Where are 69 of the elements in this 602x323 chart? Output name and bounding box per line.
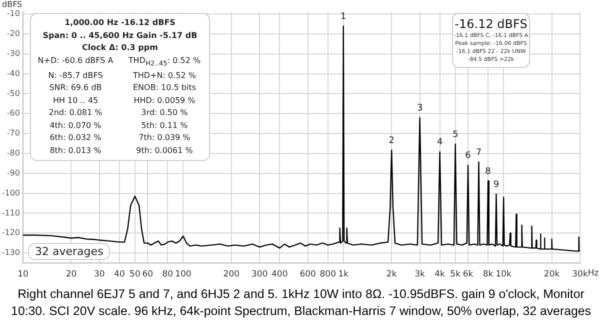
x-tick-label: 80 xyxy=(162,269,174,280)
annotation: 3 xyxy=(416,104,423,114)
x-axis-title: Hz xyxy=(588,268,600,278)
annotation: 5 xyxy=(452,130,458,140)
y-tick-label: -90 xyxy=(6,168,20,178)
y-tick-label: -20 xyxy=(6,28,20,38)
annotation: THD$_{H2..45}$: 0.52 % xyxy=(127,54,202,70)
x-tick-label: 5k xyxy=(450,269,461,280)
x-tick-label: 4k xyxy=(434,269,446,280)
x-tick-label: 2k xyxy=(386,269,397,280)
x-tick-label: 10 xyxy=(18,269,28,280)
y-tick-label: -60 xyxy=(6,108,20,118)
annotation: 1,000.00 Hz -16.12 dBFS xyxy=(64,17,176,29)
annotation: 7th: 0.039 % xyxy=(138,132,192,144)
annotation: 2 xyxy=(388,136,394,146)
y-tick-label: -80 xyxy=(6,148,20,158)
x-tick-label: 3k xyxy=(414,269,426,280)
y-tick-label: -110 xyxy=(2,208,20,218)
annotation: SNR: 69.6 dB xyxy=(48,82,103,94)
annotation: 6 xyxy=(465,151,472,162)
y-tick-label: -70 xyxy=(6,128,20,138)
annotation: 8th: 0.013 % xyxy=(48,144,102,157)
annotation: THD+N: 0.52 % xyxy=(132,70,197,82)
x-tick-label: 30 xyxy=(94,269,105,280)
annotation: 2nd: 0.081 % xyxy=(48,107,104,120)
annotation: N: -85.7 dBFS xyxy=(47,70,104,82)
x-tick-label: 200 xyxy=(223,269,240,280)
annotation: HH 10 .. 45 xyxy=(52,94,100,107)
annotation: 9 xyxy=(493,180,500,190)
x-tick-label: 50 xyxy=(130,269,140,280)
x-tick-label: 60 xyxy=(142,269,154,280)
y-tick-label: -100 xyxy=(2,188,20,198)
x-tick-label: 100 xyxy=(175,269,192,280)
text: Right channel 6EJ7 5 and 7, and 6HJ5 2 and 5. 1kHz 10W into 8Ω. -10.95dBFS. gain 9 o'clock, Monitor 10:30. SCI 20V scale. 96 kHz, 64k-point Spectrum, Blackman-Harris 7 window, 50% overlap, 32 averages xyxy=(10,286,592,320)
annotation: 9th: 0.0061 % xyxy=(135,144,194,157)
annotation: ENOB: 10.5 bits xyxy=(132,82,198,94)
annotation: 4th: 0.070 % xyxy=(48,120,102,132)
x-tick-label: 8k xyxy=(482,269,494,280)
annotation: 7 xyxy=(476,148,482,158)
x-tick-label: 300 xyxy=(252,269,268,280)
x-tick-label: 400 xyxy=(272,269,288,280)
x-tick-label: 20 xyxy=(66,269,77,280)
y-tick-label: -130 xyxy=(2,248,20,258)
annotation: 32 averages xyxy=(28,243,110,260)
x-tick-label: 1k xyxy=(338,269,349,280)
annotation: 8 xyxy=(485,166,492,177)
annotation: Span: 0 .. 45,600 Hz Gain -5.17 dB xyxy=(42,30,198,42)
y-tick-label: -50 xyxy=(6,88,20,98)
x-tick-label: 10k xyxy=(496,269,512,280)
annotation: 1 xyxy=(340,12,346,22)
y-tick-label: -120 xyxy=(2,228,20,238)
y-axis-title: dBFS xyxy=(2,0,22,10)
x-tick-label: 20k xyxy=(544,269,560,280)
y-tick-label: -30 xyxy=(6,48,20,58)
annotation: 4 xyxy=(436,138,443,148)
y-tick-label: -40 xyxy=(6,68,20,78)
annotation: 6th: 0.032 % xyxy=(48,132,102,144)
x-tick-label: 600 xyxy=(300,269,316,280)
annotation: Clock Δ: 0.3 ppm xyxy=(81,42,159,54)
annotation: N+D: -60.6 dBFS A xyxy=(36,54,114,66)
x-tick-label: 30k xyxy=(572,269,588,280)
annotation: -16.12 dBFS xyxy=(454,16,528,32)
x-tick-label: 800 xyxy=(320,269,336,280)
annotation: 5th: 0.11 % xyxy=(140,120,189,132)
annotation: HHD: 0.0059 % xyxy=(132,94,196,107)
annotation: 3rd: 0.50 % xyxy=(140,107,189,120)
x-tick-label: 40 xyxy=(114,269,125,280)
y-tick-label: -10 xyxy=(6,9,20,18)
x-tick-label: 6k xyxy=(462,269,474,280)
